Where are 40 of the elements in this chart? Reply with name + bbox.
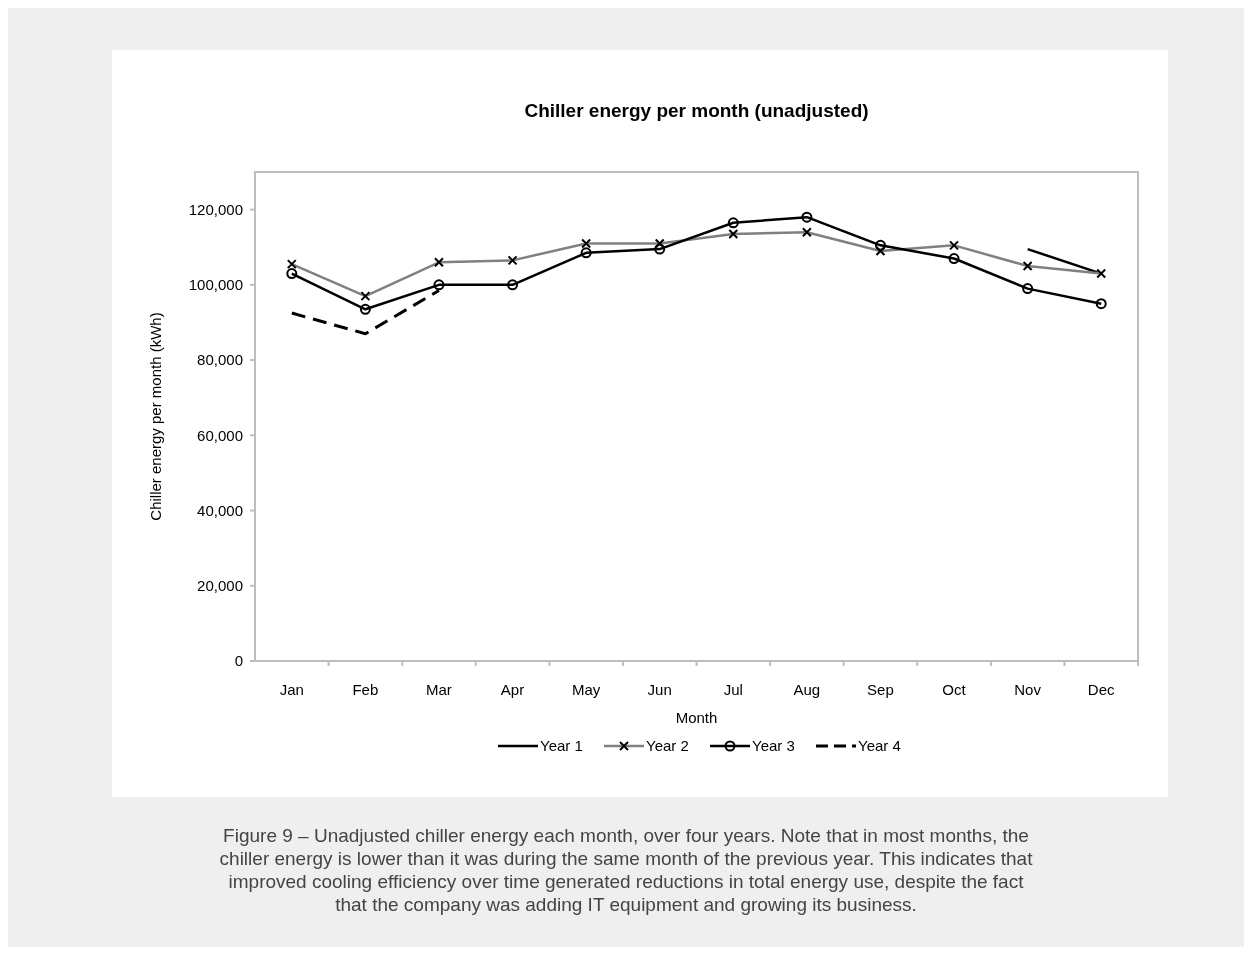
point	[286, 268, 298, 280]
y-tick-label: 80,000	[197, 351, 243, 369]
y-tick-label: 100,000	[188, 276, 243, 294]
point	[654, 243, 666, 255]
point	[1022, 283, 1034, 295]
x-tick-label: Nov	[1014, 681, 1042, 698]
point	[801, 211, 813, 223]
legend-label: Year 3	[752, 737, 795, 755]
legend-label: Year 2	[646, 737, 689, 755]
x-axis-title: Month	[675, 709, 718, 726]
point	[948, 253, 960, 265]
x-tick-label: Jan	[279, 681, 304, 698]
point	[1096, 268, 1107, 279]
legend-label: Year 1	[540, 737, 583, 755]
point	[359, 303, 371, 315]
y-tick-label: 20,000	[197, 577, 243, 595]
x-tick-label: Aug	[793, 681, 821, 698]
point	[727, 217, 739, 229]
y-tick-label: 120,000	[188, 200, 243, 218]
x-tick-label: Oct	[942, 681, 967, 698]
x-tick-label: Sep	[867, 681, 894, 698]
x-tick-label: May	[571, 681, 601, 698]
point	[580, 247, 592, 259]
legend-label: Year 4	[858, 737, 901, 755]
chart-title: Chiller energy per month (unadjusted)	[524, 100, 869, 121]
y-axis-title: Chiller energy per month (kWh)	[147, 312, 164, 521]
point	[874, 239, 886, 251]
point	[507, 279, 519, 291]
x-tick-label: Jul	[723, 681, 743, 698]
y-tick-label: 0	[234, 652, 243, 670]
x-tick-label: Apr	[500, 681, 525, 698]
y-tick-label: 60,000	[197, 426, 243, 444]
x-tick-label: Mar	[426, 681, 452, 698]
point	[433, 279, 445, 291]
y-tick-label: 40,000	[197, 501, 243, 519]
x-tick-label: Jun	[647, 681, 672, 698]
caption: Figure 9 – Unadjusted chiller energy each month, over four years. Note that in most months, the chiller energy is lower than it was during the same month of the previous year. This indicates that improved cooling efficiency over time generated reductions in total energy use, despite the fact that the company was adding IT equipment and growing its business.	[219, 825, 1034, 915]
x-tick-label: Feb	[352, 681, 379, 698]
point	[1095, 298, 1107, 310]
x-tick-label: Dec	[1087, 681, 1116, 698]
